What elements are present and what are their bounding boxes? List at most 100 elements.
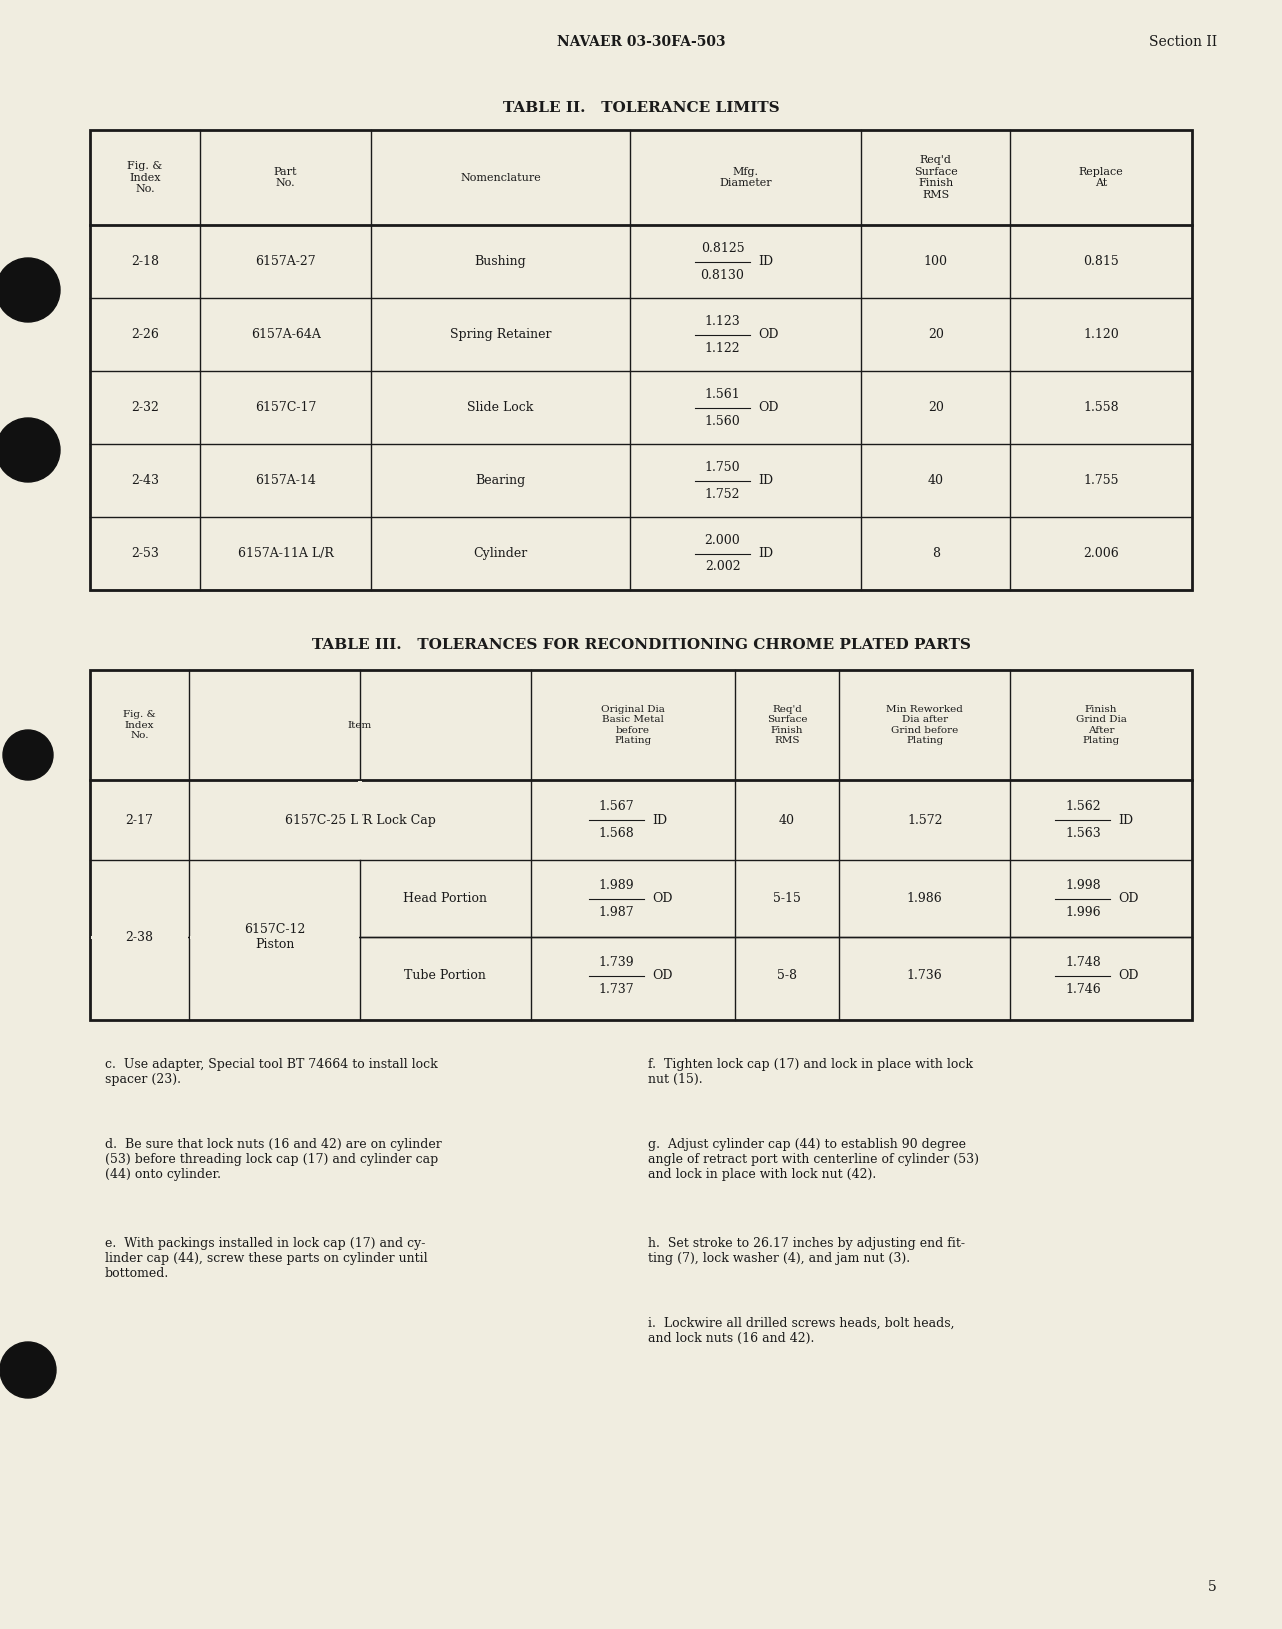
- Text: d.  Be sure that lock nuts (16 and 42) are on cylinder
(53) before threading loc: d. Be sure that lock nuts (16 and 42) ar…: [105, 1139, 442, 1181]
- Bar: [190, 937, 359, 938]
- Text: 1.561: 1.561: [705, 388, 741, 401]
- Text: 2.002: 2.002: [705, 560, 741, 573]
- Circle shape: [0, 257, 60, 323]
- Text: 40: 40: [928, 474, 944, 487]
- Text: 40: 40: [779, 813, 795, 826]
- Text: 2-53: 2-53: [131, 547, 159, 560]
- Text: TABLE III.   TOLERANCES FOR RECONDITIONING CHROME PLATED PARTS: TABLE III. TOLERANCES FOR RECONDITIONING…: [312, 639, 970, 652]
- Text: c.  Use adapter, Special tool BT 74664 to install lock
spacer (23).: c. Use adapter, Special tool BT 74664 to…: [105, 1057, 437, 1087]
- Text: 6157A-64A: 6157A-64A: [251, 327, 320, 340]
- Text: 1.750: 1.750: [705, 461, 741, 474]
- Text: 2-32: 2-32: [131, 401, 159, 414]
- Text: 1.752: 1.752: [705, 487, 740, 500]
- Text: OD: OD: [1118, 969, 1138, 982]
- Text: 100: 100: [924, 256, 947, 269]
- Text: 0.8125: 0.8125: [701, 241, 745, 254]
- Text: OD: OD: [1118, 893, 1138, 906]
- Text: 2.000: 2.000: [705, 534, 741, 546]
- Text: Fig. &
Index
No.: Fig. & Index No.: [123, 710, 156, 740]
- Text: 6157A-27: 6157A-27: [255, 256, 315, 269]
- Text: Part
No.: Part No.: [274, 166, 297, 189]
- Text: 1.122: 1.122: [705, 342, 741, 355]
- Text: 0.815: 0.815: [1083, 256, 1119, 269]
- Bar: [90, 130, 1192, 590]
- Text: TABLE II.   TOLERANCE LIMITS: TABLE II. TOLERANCE LIMITS: [503, 101, 779, 116]
- Text: ID: ID: [758, 547, 773, 560]
- Text: 1.998: 1.998: [1065, 878, 1101, 891]
- Text: h.  Set stroke to 26.17 inches by adjusting end fit-
ting (7), lock washer (4), : h. Set stroke to 26.17 inches by adjusti…: [647, 1236, 965, 1266]
- Text: Cylinder: Cylinder: [473, 547, 528, 560]
- Bar: [91, 937, 188, 938]
- Text: 8: 8: [932, 547, 940, 560]
- Text: Bearing: Bearing: [476, 474, 526, 487]
- Text: 2.006: 2.006: [1083, 547, 1119, 560]
- Text: e.  With packings installed in lock cap (17) and cy-
linder cap (44), screw thes: e. With packings installed in lock cap (…: [105, 1236, 428, 1280]
- Text: OD: OD: [653, 969, 673, 982]
- Text: Fig. &
Index
No.: Fig. & Index No.: [127, 161, 163, 194]
- Text: Head Portion: Head Portion: [404, 893, 487, 906]
- Text: 5-15: 5-15: [773, 893, 801, 906]
- Text: 6157A-14: 6157A-14: [255, 474, 317, 487]
- Text: Req'd
Surface
Finish
RMS: Req'd Surface Finish RMS: [914, 155, 958, 200]
- Text: OD: OD: [653, 893, 673, 906]
- Text: Tube Portion: Tube Portion: [404, 969, 486, 982]
- Text: Finish
Grind Dia
After
Plating: Finish Grind Dia After Plating: [1076, 705, 1127, 744]
- Text: Bushing: Bushing: [474, 256, 527, 269]
- Text: Item: Item: [347, 720, 372, 730]
- Bar: [90, 670, 1192, 1020]
- Text: 1.560: 1.560: [705, 414, 741, 427]
- Text: 1.568: 1.568: [599, 828, 635, 841]
- Text: OD: OD: [758, 327, 778, 340]
- Text: Min Reworked
Dia after
Grind before
Plating: Min Reworked Dia after Grind before Plat…: [886, 705, 963, 744]
- Text: 1.746: 1.746: [1065, 982, 1101, 995]
- Text: 6157C-25 L/R Lock Cap: 6157C-25 L/R Lock Cap: [285, 813, 436, 826]
- Text: 1.562: 1.562: [1065, 800, 1101, 813]
- Text: Slide Lock: Slide Lock: [468, 401, 533, 414]
- Text: 1.120: 1.120: [1083, 327, 1119, 340]
- Text: 1.748: 1.748: [1065, 956, 1101, 969]
- Text: 1.989: 1.989: [599, 878, 635, 891]
- Circle shape: [0, 1342, 56, 1398]
- Text: i.  Lockwire all drilled screws heads, bolt heads,
and lock nuts (16 and 42).: i. Lockwire all drilled screws heads, bo…: [647, 1316, 955, 1346]
- Text: OD: OD: [758, 401, 778, 414]
- Text: 6157A-11A L/R: 6157A-11A L/R: [237, 547, 333, 560]
- Circle shape: [0, 419, 60, 482]
- Text: 20: 20: [928, 401, 944, 414]
- Circle shape: [3, 730, 53, 780]
- Text: Spring Retainer: Spring Retainer: [450, 327, 551, 340]
- Text: ID: ID: [758, 256, 773, 269]
- Text: f.  Tighten lock cap (17) and lock in place with lock
nut (15).: f. Tighten lock cap (17) and lock in pla…: [647, 1057, 973, 1087]
- Text: ID: ID: [758, 474, 773, 487]
- Text: 1.563: 1.563: [1065, 828, 1101, 841]
- Text: 6157C-17: 6157C-17: [255, 401, 317, 414]
- Text: 1.567: 1.567: [599, 800, 635, 813]
- Text: 1.986: 1.986: [906, 893, 942, 906]
- Text: ID: ID: [1118, 813, 1133, 826]
- Text: Mfg.
Diameter: Mfg. Diameter: [719, 166, 772, 189]
- Text: 2-43: 2-43: [131, 474, 159, 487]
- Text: 1.558: 1.558: [1083, 401, 1119, 414]
- Text: 1.755: 1.755: [1083, 474, 1119, 487]
- Text: 1.996: 1.996: [1065, 906, 1101, 919]
- Text: 2-26: 2-26: [131, 327, 159, 340]
- Text: 20: 20: [928, 327, 944, 340]
- Text: 1.739: 1.739: [599, 956, 635, 969]
- Text: 5: 5: [1208, 1580, 1217, 1595]
- Text: Nomenclature: Nomenclature: [460, 173, 541, 182]
- Text: Replace
At: Replace At: [1078, 166, 1123, 189]
- Text: g.  Adjust cylinder cap (44) to establish 90 degree
angle of retract port with c: g. Adjust cylinder cap (44) to establish…: [647, 1139, 979, 1181]
- Text: Original Dia
Basic Metal
before
Plating: Original Dia Basic Metal before Plating: [601, 705, 664, 744]
- Text: Req'd
Surface
Finish
RMS: Req'd Surface Finish RMS: [767, 705, 808, 744]
- Text: 1.737: 1.737: [599, 982, 635, 995]
- Text: 1.572: 1.572: [906, 813, 942, 826]
- Text: 5-8: 5-8: [777, 969, 797, 982]
- Text: NAVAER 03-30FA-503: NAVAER 03-30FA-503: [556, 34, 726, 49]
- Text: 0.8130: 0.8130: [700, 269, 745, 282]
- Text: 2-17: 2-17: [126, 813, 154, 826]
- Text: Section II: Section II: [1149, 34, 1217, 49]
- Text: 1.123: 1.123: [705, 314, 741, 327]
- Text: ID: ID: [653, 813, 667, 826]
- Text: 6157C-12
Piston: 6157C-12 Piston: [244, 924, 305, 951]
- Text: 2-18: 2-18: [131, 256, 159, 269]
- Bar: [358, 780, 362, 858]
